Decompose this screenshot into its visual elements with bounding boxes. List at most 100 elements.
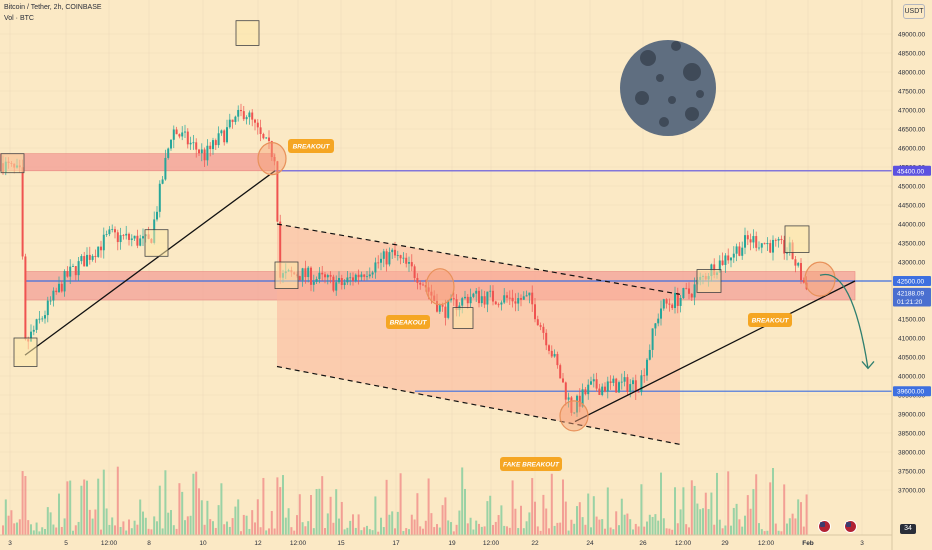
candle — [357, 274, 360, 278]
candle — [366, 276, 368, 278]
candle — [217, 133, 220, 146]
candle — [758, 247, 760, 249]
breakout-circle — [559, 400, 589, 432]
volume-bar — [16, 522, 18, 535]
volume-bar — [380, 517, 382, 535]
highlight-box — [274, 261, 299, 290]
candle — [500, 302, 503, 305]
moon-crater — [671, 41, 681, 51]
candle — [693, 284, 696, 298]
price-tick-label: 45000.00 — [898, 184, 925, 191]
volume-bar — [374, 496, 377, 535]
volume-bar — [508, 527, 511, 535]
breakout-circle — [257, 142, 287, 176]
volume-bar — [58, 493, 60, 535]
candle — [534, 304, 536, 320]
candle — [234, 116, 237, 122]
volume-bar — [332, 522, 335, 535]
us-flag-icon[interactable] — [818, 520, 831, 533]
price-tick-label: 47000.00 — [898, 108, 925, 115]
candle — [483, 296, 486, 305]
volume-bar — [688, 527, 690, 535]
time-tick-label: 10 — [199, 540, 207, 547]
volume-bar — [721, 528, 724, 535]
candle — [727, 255, 730, 261]
volume-bar — [338, 518, 340, 535]
volume-bar — [436, 524, 438, 535]
volume-bar — [788, 518, 791, 535]
current-price-label: 01:21:20 — [897, 299, 923, 306]
candle — [368, 274, 371, 277]
volume-bar — [503, 525, 506, 535]
price-tick-label: 44500.00 — [898, 203, 925, 210]
candle — [620, 381, 623, 383]
candle — [66, 271, 69, 277]
trendline — [24, 170, 276, 356]
candle — [646, 359, 648, 376]
candle — [265, 137, 268, 139]
us-flag-icon[interactable] — [844, 520, 857, 533]
candle — [570, 397, 573, 413]
candle — [640, 375, 643, 393]
candle — [231, 119, 234, 122]
price-tick-label: 47500.00 — [898, 89, 925, 96]
candle — [343, 282, 346, 286]
price-tick-label: 43500.00 — [898, 241, 925, 248]
volume-bar — [472, 529, 475, 535]
currency-button[interactable]: USDT — [903, 4, 925, 19]
candle — [203, 149, 206, 161]
candle — [172, 129, 175, 140]
candle — [189, 142, 192, 145]
volume-bar — [430, 513, 433, 535]
volume-bar — [408, 529, 410, 535]
volume-bar — [130, 528, 133, 535]
candle — [643, 375, 646, 377]
price-tick-label: 48500.00 — [898, 51, 925, 58]
price-tick-label: 37000.00 — [898, 488, 925, 495]
candle — [262, 134, 265, 139]
volume-bar — [161, 528, 164, 535]
volume-bar — [220, 483, 223, 535]
candle — [738, 246, 741, 256]
candle — [618, 382, 620, 393]
volume-bar — [293, 530, 296, 535]
candle — [665, 299, 668, 304]
candle — [125, 233, 128, 236]
volume-bar — [632, 529, 634, 535]
volume-bar — [318, 488, 321, 535]
volume-bar — [458, 510, 461, 535]
volume-bar — [640, 484, 643, 535]
volume-bar — [800, 502, 802, 535]
candle — [360, 274, 363, 278]
candle — [270, 141, 273, 158]
candle — [718, 260, 721, 273]
volume-bar — [464, 488, 466, 535]
candle — [595, 379, 598, 389]
candle — [363, 274, 366, 277]
price-tick-label: 41000.00 — [898, 336, 925, 343]
volume-bar — [601, 519, 604, 535]
volume-bar — [223, 524, 226, 535]
symbol-title: Bitcoin / Tether, 2h, COINBASE — [4, 4, 102, 11]
volume-bar — [133, 520, 136, 535]
candle — [732, 253, 735, 258]
volume-bar — [802, 526, 805, 535]
volume-bar — [682, 487, 685, 535]
candle — [105, 234, 108, 235]
volume-bar — [422, 528, 424, 535]
candle — [685, 288, 688, 289]
time-tick-label: 5 — [64, 540, 68, 547]
candle — [161, 179, 164, 184]
volume-bar — [80, 485, 83, 535]
price-level-tag — [893, 386, 931, 397]
candle — [542, 326, 545, 333]
volume-bar — [536, 526, 539, 535]
candle — [590, 381, 592, 385]
candle — [388, 252, 391, 265]
candle — [794, 259, 797, 266]
volume-bar — [539, 530, 542, 535]
candle — [522, 296, 525, 300]
candle — [310, 267, 312, 285]
candle — [318, 272, 321, 280]
candle — [74, 266, 77, 276]
